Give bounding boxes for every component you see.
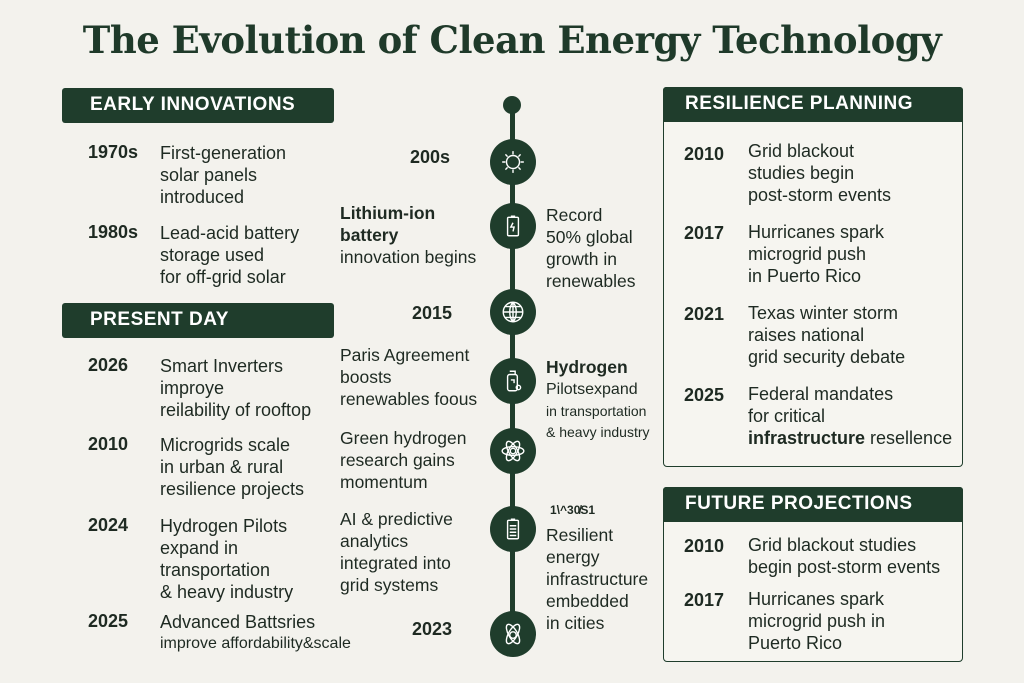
present-day-header: PRESENT DAY [62, 303, 334, 338]
event-year: 2025 [684, 385, 725, 405]
timeline-year: 2015 [412, 303, 453, 323]
page-title: The Evolution of Clean Energy Technology [82, 18, 942, 62]
timeline-text: innovation begins [340, 247, 477, 267]
globe-icon [490, 289, 536, 335]
clipboard-icon [490, 506, 536, 552]
event-text: Hurricanes spark microgrid push in Puert… [748, 222, 885, 286]
event-year: 1980s [88, 222, 139, 242]
timeline-text: Record 50% global growth in renewables [546, 205, 636, 291]
battery-icon [490, 203, 536, 249]
timeline-text: Pilotsexpand [546, 381, 638, 398]
timeline-title: Hydrogen [546, 357, 628, 377]
sun-icon [490, 139, 536, 185]
event-text: infrastructure [748, 428, 866, 448]
event-year: 2021 [684, 304, 725, 324]
event-year: 2024 [88, 515, 129, 535]
event-text: Lead-acid battery storage used for off-g… [160, 223, 300, 287]
event-text: Federal mandates for critical [748, 384, 894, 426]
event-text: Hurricanes spark microgrid push in Puert… [748, 589, 886, 653]
event-text: improve affordability&scale [160, 635, 351, 652]
event-year: 2017 [684, 590, 725, 610]
timeline-text: Paris Agreement boosts renewables foous [340, 345, 478, 409]
event-year: 1970s [88, 142, 139, 162]
event-text: Smart Inverters improye reilability of r… [160, 356, 312, 420]
timeline-text: in transportation & heavy industry [546, 403, 650, 440]
future-projections-header: FUTURE PROJECTIONS [663, 487, 963, 522]
hydrogen-tank-icon [490, 358, 536, 404]
atom-icon [490, 611, 536, 657]
event-text: Hydrogen Pilots expand in transportation… [160, 516, 294, 602]
resilience-planning-panel: RESILIENCE PLANNING 2010 Grid blackout s… [663, 87, 963, 467]
timeline-year: 200s [410, 147, 451, 167]
timeline-text: Green hydrogen research gains momentum [340, 428, 467, 492]
timeline-text: AI & predictive analytics integrated int… [340, 509, 453, 595]
timeline-start-dot [503, 96, 521, 114]
resilience-planning-header: RESILIENCE PLANNING [663, 87, 963, 122]
event-text: Texas winter storm raises national grid … [748, 303, 906, 367]
event-year: 2025 [88, 611, 129, 631]
event-text: Grid blackout studies begin post-storm e… [748, 535, 941, 577]
event-text: First-generation solar panels introduced [160, 143, 287, 207]
event-text: resellence [865, 428, 953, 448]
early-innovations-header: EARLY INNOVATIONS [62, 88, 334, 123]
timeline-year: 2023 [412, 619, 453, 639]
atom-icon [490, 428, 536, 474]
event-text: Advanced Battsries [160, 612, 316, 632]
event-text: Grid blackout studies begin post-storm e… [748, 141, 892, 205]
event-year: 2010 [684, 536, 725, 556]
event-text: Microgrids scale in urban & rural resili… [160, 435, 305, 499]
event-year: 2010 [684, 144, 725, 164]
event-year: 2010 [88, 434, 129, 454]
timeline-text: Resilient energy infrastructure embedded… [546, 525, 649, 633]
timeline-label: 1\^30̸S1 [550, 503, 596, 517]
event-year: 2026 [88, 355, 129, 375]
timeline-title: Lithium-ion battery [340, 203, 436, 245]
event-year: 2017 [684, 223, 725, 243]
future-projections-panel: FUTURE PROJECTIONS 2010 Grid blackout st… [663, 487, 963, 662]
